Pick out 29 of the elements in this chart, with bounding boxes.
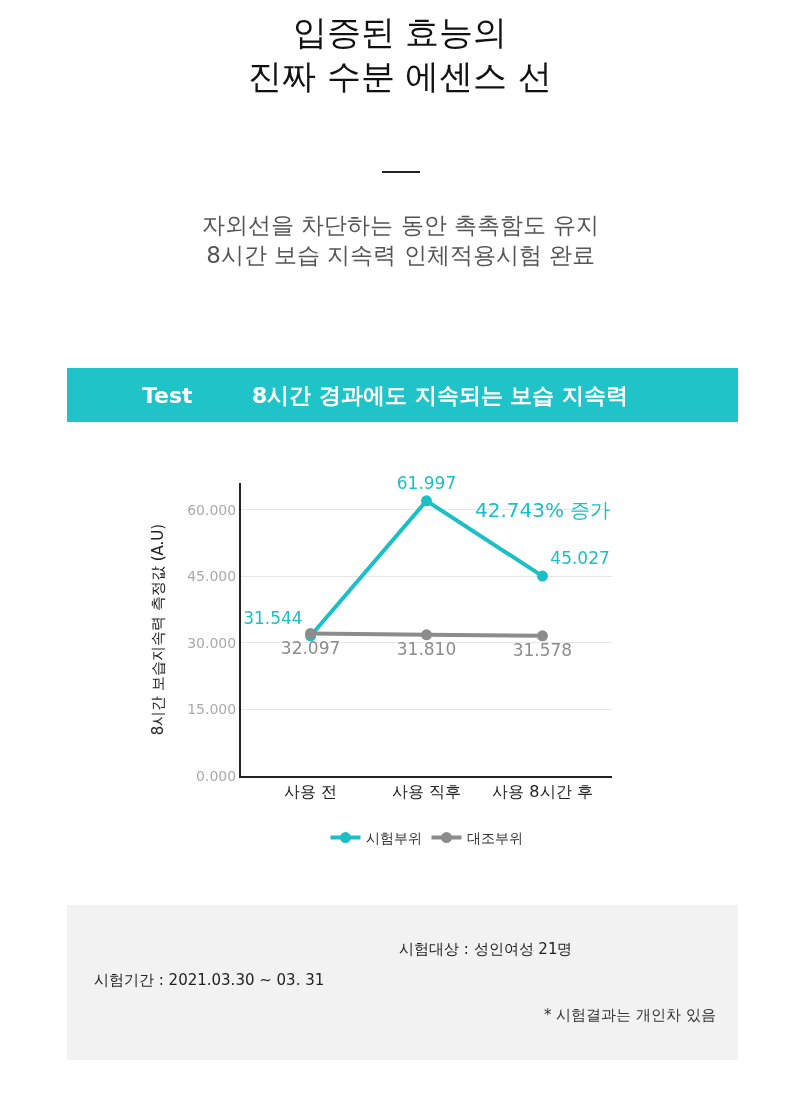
data-label: 31.578 bbox=[512, 640, 573, 661]
point bbox=[536, 570, 548, 582]
y-tick-label: 0.000 bbox=[196, 767, 237, 784]
text: Test bbox=[142, 383, 194, 408]
y-tick-label: 15.000 bbox=[187, 701, 237, 718]
text: 시험기간 : 2021.03.30 ~ 03. 31 bbox=[94, 971, 325, 989]
legend-label: 대조부위 bbox=[466, 830, 523, 847]
chart-title: 입증된 효능의 진짜 수분 에센스 선 bbox=[247, 11, 553, 97]
data-label: 31.544 bbox=[243, 607, 303, 628]
y-tick-label: 45.000 bbox=[187, 568, 237, 585]
point bbox=[421, 495, 432, 507]
text: 8시간 경과에도 지속되는 보습 지속력 bbox=[252, 383, 628, 408]
data-label: 32.097 bbox=[280, 638, 341, 659]
data-label: 31.810 bbox=[396, 639, 457, 660]
data-label: 45.027 bbox=[550, 547, 610, 568]
x-tick-label: 사용 전 bbox=[284, 782, 338, 802]
point bbox=[536, 630, 548, 642]
y-tick-label: 30.000 bbox=[187, 634, 237, 651]
data-label: 61.997 bbox=[396, 472, 457, 493]
text: * 시험결과는 개인차 있음 bbox=[544, 1006, 716, 1024]
legend-label: 시험부위 bbox=[365, 830, 422, 847]
y-axis-title: 8시간 보습지속력 측정값 (A.U) bbox=[148, 523, 167, 736]
x-tick-label: 사용 8시간 후 bbox=[492, 782, 593, 802]
chart-subtitle: 자외선을 차단하는 동안 촉촉함도 유지 8시간 보습 지속력 인체적용시험 완료 bbox=[202, 212, 600, 268]
annotation: 42.743% 증가 bbox=[475, 498, 611, 522]
x-tick-label: 사용 직후 bbox=[391, 782, 462, 802]
point bbox=[421, 629, 432, 641]
y-tick-label: 60.000 bbox=[187, 501, 237, 518]
text: 시험대상 : 성인여성 21명 bbox=[399, 940, 573, 958]
